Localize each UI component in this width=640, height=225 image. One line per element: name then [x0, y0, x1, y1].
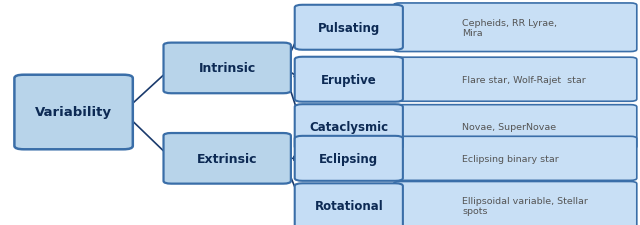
FancyBboxPatch shape [295, 105, 403, 149]
FancyBboxPatch shape [394, 182, 637, 225]
Text: Intrinsic: Intrinsic [198, 62, 256, 75]
FancyBboxPatch shape [295, 136, 403, 181]
FancyBboxPatch shape [394, 137, 637, 180]
FancyBboxPatch shape [394, 4, 637, 52]
Text: Extrinsic: Extrinsic [197, 152, 257, 165]
FancyBboxPatch shape [164, 133, 291, 184]
FancyBboxPatch shape [295, 184, 403, 225]
FancyBboxPatch shape [15, 75, 133, 150]
Text: Cataclysmic: Cataclysmic [309, 121, 388, 134]
FancyBboxPatch shape [295, 57, 403, 102]
Text: Eruptive: Eruptive [321, 73, 377, 86]
Text: Pulsating: Pulsating [317, 22, 380, 35]
Text: Cepheids, RR Lyrae,
Mira: Cepheids, RR Lyrae, Mira [463, 18, 557, 38]
FancyBboxPatch shape [394, 105, 637, 149]
Text: Rotational: Rotational [314, 199, 383, 212]
Text: Flare star, Wolf-Rajet  star: Flare star, Wolf-Rajet star [463, 75, 586, 84]
FancyBboxPatch shape [394, 58, 637, 102]
FancyBboxPatch shape [164, 43, 291, 94]
Text: Variability: Variability [35, 106, 112, 119]
Text: Eclipsing binary star: Eclipsing binary star [463, 154, 559, 163]
Text: Novae, SuperNovae: Novae, SuperNovae [463, 123, 557, 132]
Text: Eclipsing: Eclipsing [319, 152, 378, 165]
FancyBboxPatch shape [295, 6, 403, 50]
Text: Ellipsoidal variable, Stellar
spots: Ellipsoidal variable, Stellar spots [463, 196, 588, 216]
